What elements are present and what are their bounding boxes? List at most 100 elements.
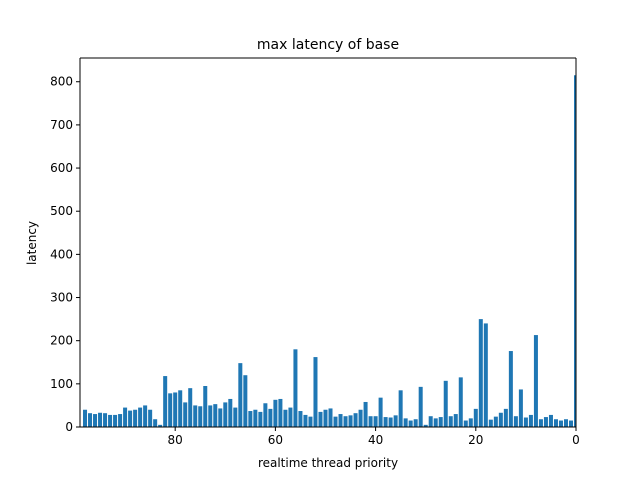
- bar-priority-78: [183, 402, 188, 427]
- bar-priority-4: [553, 419, 558, 427]
- y-tick-label-200: 200: [50, 334, 73, 348]
- bar-priority-6: [543, 417, 548, 427]
- bar-priority-50: [323, 409, 328, 427]
- bar-priority-16: [493, 416, 498, 427]
- bar-priority-87: [138, 407, 143, 427]
- bar-priority-26: [443, 380, 448, 427]
- bar-priority-82: [163, 376, 168, 427]
- y-axis-label: latency: [25, 221, 39, 265]
- bar-priority-3: [558, 420, 563, 427]
- x-tick-label-20: 20: [468, 433, 483, 447]
- bar-priority-27: [438, 417, 443, 427]
- bar-priority-25: [448, 416, 453, 427]
- bar-priority-86: [143, 405, 148, 427]
- bar-priority-72: [213, 404, 218, 427]
- bar-priority-91: [118, 414, 123, 427]
- bar-priority-64: [253, 409, 258, 427]
- bar-priority-65: [248, 411, 253, 427]
- bar-priority-67: [238, 363, 243, 427]
- bar-priority-46: [343, 416, 348, 427]
- bar-priority-28: [433, 418, 438, 427]
- bar-priority-0: [574, 75, 576, 427]
- x-ticks-group: 80 60 40 20 0: [168, 427, 580, 447]
- bar-priority-39: [378, 397, 383, 427]
- bars-group: [83, 75, 576, 427]
- y-tick-label-800: 800: [50, 75, 73, 89]
- bar-priority-48: [333, 416, 338, 427]
- bar-priority-2: [563, 419, 568, 427]
- bar-priority-41: [368, 416, 373, 427]
- chart-title: max latency of base: [257, 37, 399, 53]
- y-tick-label-600: 600: [50, 161, 73, 175]
- bar-priority-96: [93, 414, 98, 427]
- bar-priority-23: [458, 377, 463, 427]
- bar-priority-18: [483, 323, 488, 427]
- bar-priority-20: [473, 408, 478, 427]
- bar-priority-76: [193, 405, 198, 427]
- y-tick-label-500: 500: [50, 204, 73, 218]
- x-tick-label-0: 0: [572, 433, 580, 447]
- bar-priority-56: [293, 349, 298, 427]
- bar-priority-30: [423, 424, 428, 427]
- bar-priority-14: [503, 408, 508, 427]
- bar-priority-68: [233, 407, 238, 427]
- bar-priority-36: [393, 415, 398, 427]
- axes-frame: [79, 57, 577, 428]
- bar-priority-51: [318, 411, 323, 427]
- bar-priority-69: [228, 398, 233, 427]
- bar-priority-15: [498, 412, 503, 427]
- bar-priority-19: [478, 319, 483, 427]
- bar-priority-34: [403, 418, 408, 427]
- bar-priority-79: [178, 390, 183, 427]
- bar-priority-5: [548, 414, 553, 427]
- bar-priority-55: [298, 411, 303, 427]
- bar-priority-45: [348, 415, 353, 427]
- bar-priority-95: [98, 412, 103, 427]
- bar-priority-17: [488, 419, 493, 427]
- y-tick-label-700: 700: [50, 118, 73, 132]
- bar-priority-40: [373, 416, 378, 427]
- bar-priority-52: [313, 357, 318, 427]
- bar-priority-94: [103, 413, 108, 427]
- bar-priority-22: [463, 420, 468, 427]
- bar-priority-98: [83, 409, 88, 427]
- bar-priority-62: [263, 403, 268, 427]
- bar-priority-88: [133, 409, 138, 427]
- y-tick-label-0: 0: [65, 420, 73, 434]
- bar-priority-59: [278, 398, 283, 427]
- bar-priority-11: [518, 389, 523, 427]
- bar-priority-73: [208, 405, 213, 427]
- y-tick-label-100: 100: [50, 377, 73, 391]
- bar-priority-58: [283, 409, 288, 427]
- bar-priority-85: [148, 409, 153, 427]
- bar-priority-57: [288, 407, 293, 427]
- bar-priority-35: [398, 390, 403, 427]
- x-tick-label-60: 60: [268, 433, 283, 447]
- bar-priority-49: [328, 408, 333, 427]
- bar-priority-90: [123, 407, 128, 427]
- bar-priority-12: [513, 416, 518, 427]
- bar-priority-32: [413, 419, 418, 427]
- bar-priority-24: [453, 414, 458, 427]
- bar-priority-77: [188, 388, 193, 427]
- bar-priority-43: [358, 409, 363, 427]
- bar-priority-13: [508, 351, 513, 427]
- bar-priority-7: [538, 419, 543, 427]
- bar-priority-38: [383, 417, 388, 427]
- bar-priority-61: [268, 408, 273, 427]
- bar-priority-31: [418, 386, 423, 427]
- bar-priority-89: [128, 410, 133, 427]
- bar-priority-33: [408, 420, 413, 427]
- bar-priority-1: [568, 420, 573, 427]
- bar-priority-63: [258, 411, 263, 427]
- x-tick-label-80: 80: [168, 433, 183, 447]
- bar-priority-70: [223, 402, 228, 427]
- bar-priority-29: [428, 416, 433, 427]
- bar-priority-81: [168, 393, 173, 427]
- x-tick-label-40: 40: [368, 433, 383, 447]
- bar-priority-10: [523, 417, 528, 427]
- bar-priority-84: [153, 419, 158, 427]
- bar-priority-8: [533, 335, 538, 427]
- bar-priority-80: [173, 392, 178, 427]
